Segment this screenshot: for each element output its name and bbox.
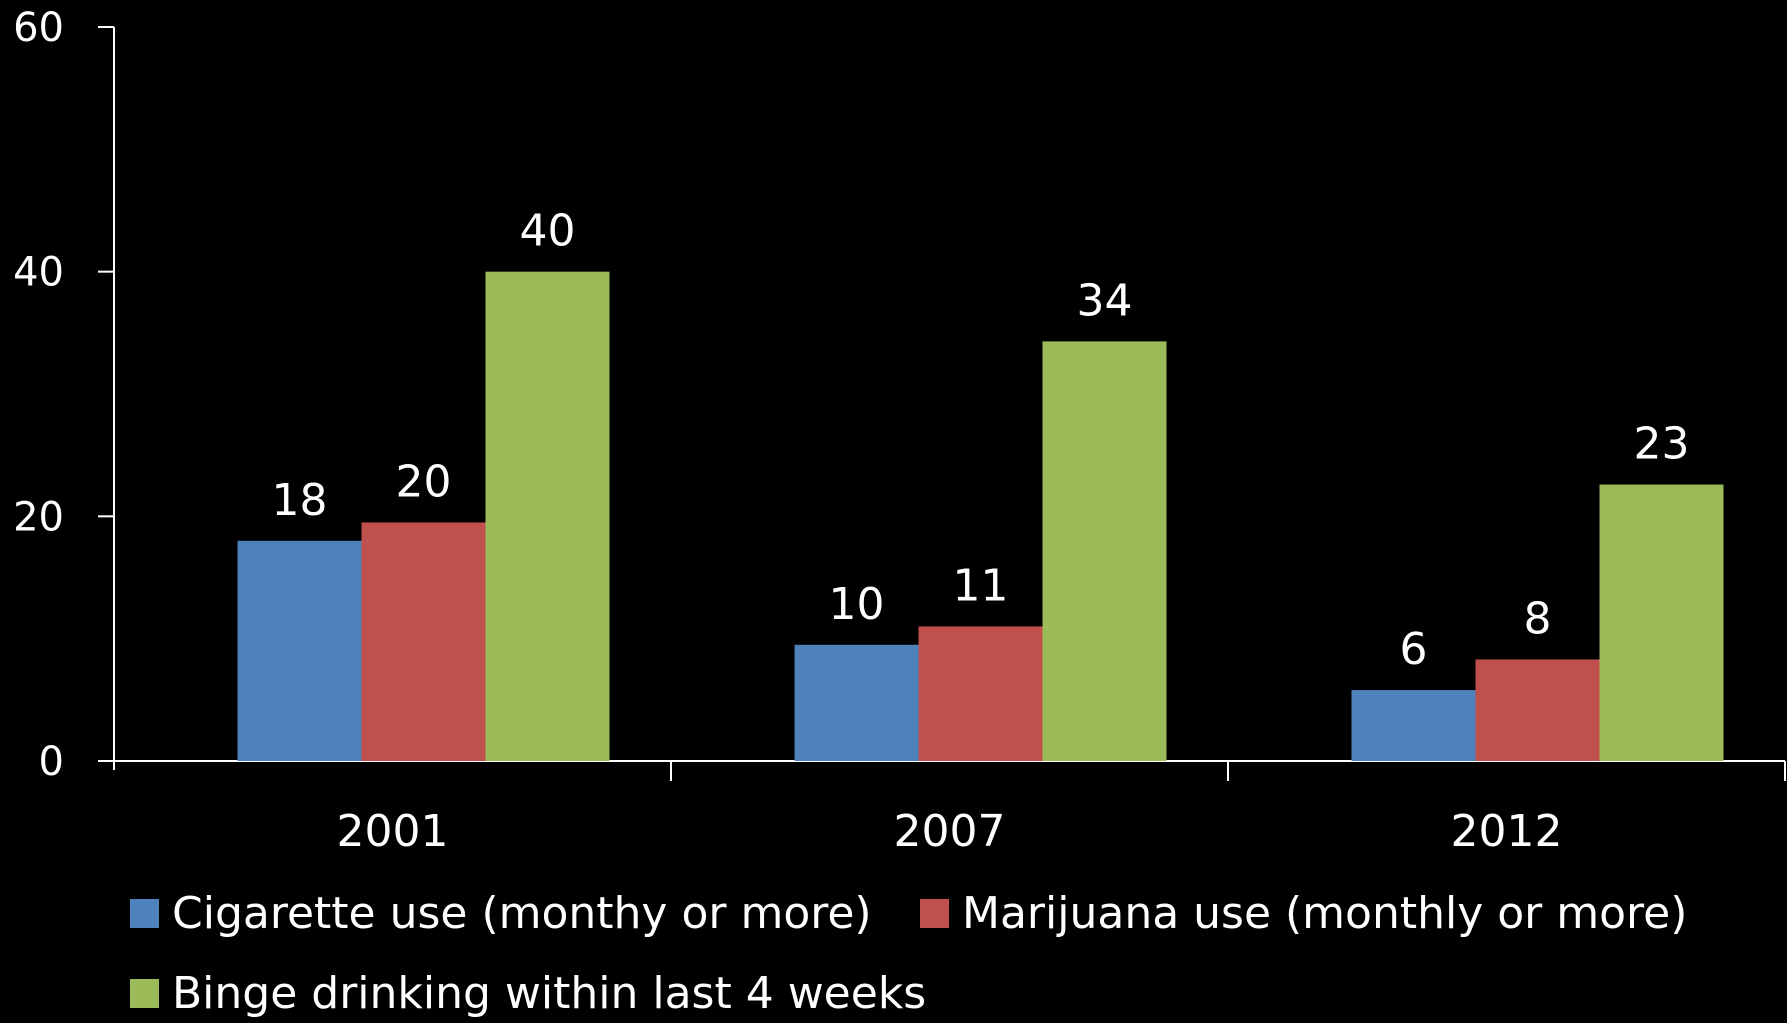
bar [1475,659,1600,761]
legend-label: Cigarette use (monthy or more) [172,888,872,939]
legend-swatch [130,979,159,1008]
chart-bars [237,271,1724,761]
bar [1042,341,1167,761]
x-category-label: 2001 [337,806,449,857]
data-label: 6 [1400,624,1428,675]
bar [237,540,362,761]
chart-axes: 0 20 40 60 2001 2007 2012 [13,5,1786,857]
data-label: 40 [520,206,576,257]
chart-legend: Cigarette use (monthy or more) Marijuana … [130,888,1687,1019]
data-label: 23 [1634,419,1690,470]
bar [794,644,919,761]
data-label: 18 [272,475,328,526]
data-label: 11 [953,560,1009,611]
legend-label: Binge drinking within last 4 weeks [172,968,926,1019]
data-label: 8 [1524,593,1552,644]
bar [1351,690,1476,761]
y-tick-label: 60 [13,5,64,51]
legend-label: Marijuana use (monthly or more) [962,888,1687,939]
bar [361,522,486,761]
legend-swatch [920,899,949,928]
legend-swatch [130,899,159,928]
data-label: 20 [396,456,452,507]
y-tick-label: 0 [39,739,64,785]
y-tick-label: 40 [13,250,64,296]
bar [1599,484,1724,761]
x-category-label: 2007 [894,806,1006,857]
bar [485,271,610,761]
y-tick-label: 20 [13,494,64,540]
x-category-label: 2012 [1451,806,1563,857]
chart-data-labels: 18 10 6 20 11 8 40 34 23 [272,206,1690,675]
bar [918,626,1043,761]
data-label: 10 [829,579,885,630]
data-label: 34 [1077,275,1133,326]
